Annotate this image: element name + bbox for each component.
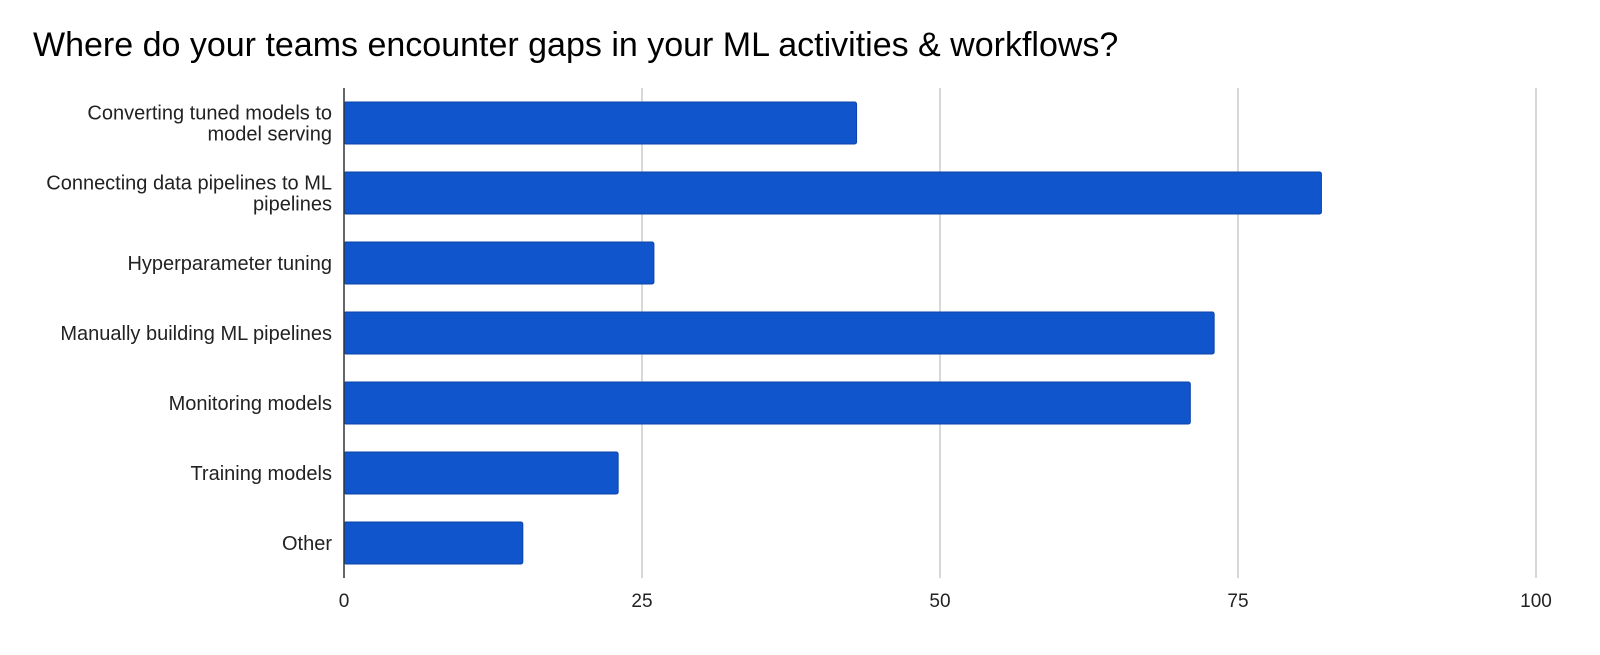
x-tick-label: 25 (631, 591, 652, 612)
bar (343, 171, 1322, 215)
category-label: Converting tuned models to model serving (87, 103, 332, 146)
bars (343, 101, 1322, 565)
x-tick-labels: 0 25 50 75 100 (339, 591, 1552, 612)
bar (343, 311, 1215, 355)
bar (343, 381, 1191, 425)
category-labels: Converting tuned models to model serving C… (46, 103, 332, 556)
chart-title: Where do your teams encounter gaps in yo… (33, 26, 1119, 64)
category-label: Connecting data pipelines to ML pipelines (46, 173, 332, 216)
x-tick-label: 100 (1520, 591, 1552, 612)
category-label: Other (282, 533, 332, 555)
x-tick-label: 50 (929, 591, 950, 612)
x-tick-label: 75 (1227, 591, 1248, 612)
category-label: Manually building ML pipelines (60, 323, 332, 345)
bar (343, 241, 655, 285)
bar (343, 101, 858, 145)
x-tick-label: 0 (339, 591, 350, 612)
category-label: Training models (190, 463, 332, 485)
category-label: Hyperparameter tuning (127, 253, 332, 275)
category-label: Monitoring models (169, 393, 332, 415)
bar (343, 521, 524, 565)
bar (343, 451, 619, 495)
